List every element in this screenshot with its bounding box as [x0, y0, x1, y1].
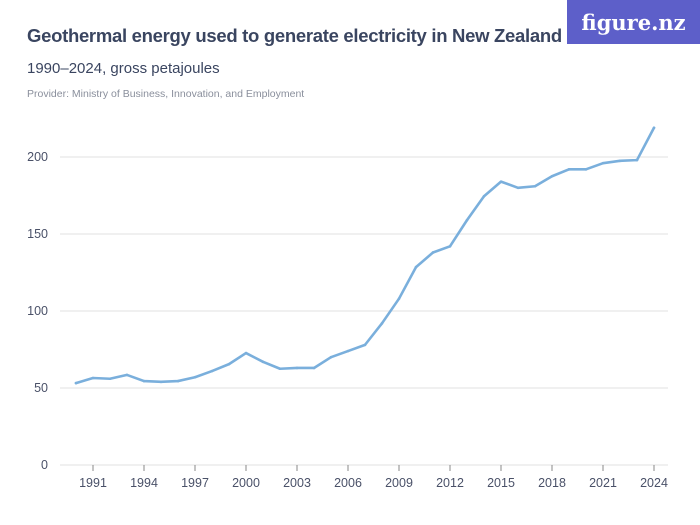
x-tick-label: 2012	[436, 476, 464, 490]
data-point-2014	[482, 194, 486, 198]
x-tick-label: 2018	[538, 476, 566, 490]
y-tick-label: 150	[27, 227, 48, 241]
data-point-2002	[278, 367, 282, 371]
figure-nz-logo[interactable]: figure.nz	[567, 0, 700, 44]
x-tick-label: 2021	[589, 476, 617, 490]
x-tick-label: 1997	[181, 476, 209, 490]
y-tick-label: 50	[34, 381, 48, 395]
x-tick-label: 2003	[283, 476, 311, 490]
y-tick-label: 0	[41, 458, 48, 472]
x-tick-label: 2024	[640, 476, 668, 490]
data-point-2022	[618, 159, 622, 163]
data-point-2010	[414, 265, 418, 269]
data-point-1999	[227, 362, 231, 366]
data-point-2008	[380, 322, 384, 325]
data-point-1995	[159, 380, 163, 384]
data-point-2006	[346, 349, 350, 353]
y-tick-label: 200	[27, 150, 48, 164]
x-tick-label: 2009	[385, 476, 413, 490]
data-point-2000	[244, 351, 248, 355]
data-point-2004	[312, 366, 316, 370]
data-point-2019	[567, 168, 571, 171]
data-point-1990	[74, 381, 78, 385]
chart-title: Geothermal energy used to generate elect…	[27, 25, 562, 46]
data-point-1997	[193, 375, 197, 379]
data-point-2018	[550, 174, 554, 178]
data-point-2024	[652, 126, 656, 130]
data-point-1992	[108, 377, 112, 381]
data-point-2020	[584, 168, 588, 171]
data-point-2013	[465, 218, 469, 222]
x-tick-label: 2006	[334, 476, 362, 490]
x-tick-label: 2000	[232, 476, 260, 490]
data-point-2023	[635, 158, 639, 162]
data-point-1998	[210, 369, 214, 373]
data-point-2003	[295, 366, 299, 370]
data-point-1994	[142, 379, 146, 383]
data-point-2021	[601, 161, 605, 165]
data-point-2005	[329, 355, 333, 359]
x-tick-label: 1994	[130, 476, 158, 490]
data-point-1991	[91, 376, 95, 380]
data-point-2007	[363, 343, 367, 347]
data-point-2015	[499, 180, 503, 183]
data-point-2001	[261, 360, 265, 364]
data-point-1996	[176, 379, 180, 383]
data-point-2012	[448, 245, 452, 248]
data-point-1993	[125, 373, 129, 377]
provider-note: Provider: Ministry of Business, Innovati…	[27, 88, 305, 100]
x-tick-label: 1991	[79, 476, 107, 490]
chart-subtitle: 1990–2024, gross petajoules	[27, 60, 220, 77]
data-point-2016	[516, 186, 520, 190]
data-point-2009	[397, 297, 401, 300]
x-tick-label: 2015	[487, 476, 515, 490]
data-point-2017	[533, 184, 537, 188]
y-tick-label: 100	[27, 304, 48, 318]
data-point-2011	[431, 251, 435, 254]
